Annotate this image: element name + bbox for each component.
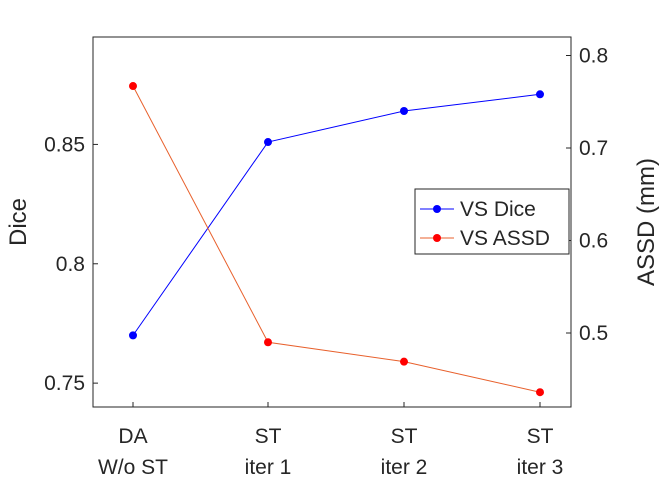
- series-line-vs-dice: [132, 93, 541, 336]
- data-point-vs-dice: [264, 138, 272, 147]
- left-tick-label: 0.85: [44, 133, 85, 156]
- left-axis-ticks: 0.75 0.8 0.85: [44, 133, 98, 395]
- left-tick-label: 0.8: [56, 253, 85, 276]
- x-tick-label: W/o ST: [98, 456, 168, 479]
- right-axis-title: ASSD (mm): [633, 158, 660, 286]
- left-tick-label: 0.75: [44, 372, 85, 395]
- x-tick-label: iter 3: [517, 456, 564, 479]
- left-axis-title: Dice: [5, 198, 32, 246]
- series-layer: [129, 82, 544, 397]
- data-point-vs-dice: [400, 107, 408, 115]
- x-tick-label: ST: [527, 425, 554, 448]
- data-point-vs-assd: [400, 357, 408, 366]
- data-point-vs-assd: [536, 388, 544, 397]
- legend-label-vs-assd: VS ASSD: [460, 227, 550, 250]
- data-point-vs-dice: [536, 90, 544, 99]
- x-tick-label: iter 2: [381, 456, 428, 479]
- x-tick-label: DA: [118, 425, 147, 448]
- legend-box: [414, 188, 570, 255]
- right-tick-label: 0.6: [579, 230, 608, 253]
- x-tick-label: iter 1: [245, 456, 292, 479]
- right-tick-label: 0.8: [579, 45, 608, 68]
- data-point-vs-dice: [129, 331, 137, 340]
- series-line-vs-assd: [132, 85, 541, 393]
- x-axis-ticks: DA W/o ST ST iter 1 ST iter 2 ST iter 3: [98, 402, 563, 479]
- data-point-vs-assd: [264, 338, 272, 347]
- legend-marker-vs-dice: [433, 205, 441, 213]
- x-tick-label: ST: [391, 425, 418, 448]
- legend-label-vs-dice: VS Dice: [460, 198, 536, 221]
- legend-marker-vs-assd: [433, 234, 441, 242]
- x-tick-label: ST: [255, 425, 282, 448]
- right-tick-label: 0.7: [579, 137, 608, 160]
- data-point-vs-assd: [129, 82, 137, 91]
- right-tick-label: 0.5: [579, 322, 608, 345]
- right-axis-ticks: 0.5 0.6 0.7 0.8: [566, 45, 608, 345]
- legend: VS Dice VS ASSD: [414, 188, 570, 255]
